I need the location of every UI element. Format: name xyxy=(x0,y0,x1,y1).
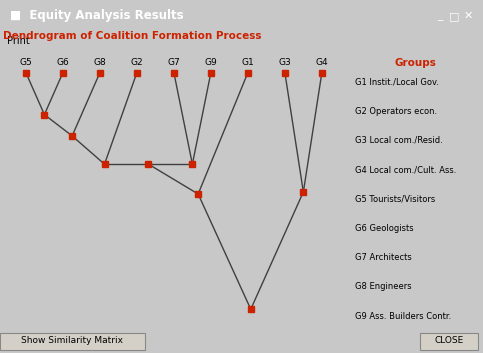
FancyBboxPatch shape xyxy=(0,333,145,349)
FancyBboxPatch shape xyxy=(420,333,478,349)
Text: G9 Ass. Builders Contr.: G9 Ass. Builders Contr. xyxy=(355,312,451,321)
Text: G5 Tourists/Visitors: G5 Tourists/Visitors xyxy=(355,195,435,203)
Text: Show Similarity Matrix: Show Similarity Matrix xyxy=(21,336,124,345)
Text: Groups: Groups xyxy=(395,58,436,68)
Text: ✕: ✕ xyxy=(464,11,473,21)
Text: CLOSE: CLOSE xyxy=(435,336,464,345)
Text: G8: G8 xyxy=(94,58,106,67)
Text: ■  Equity Analysis Results: ■ Equity Analysis Results xyxy=(10,10,183,22)
Text: G3: G3 xyxy=(279,58,291,67)
Text: G2 Operators econ.: G2 Operators econ. xyxy=(355,107,437,115)
Text: G3 Local com./Resid.: G3 Local com./Resid. xyxy=(355,136,442,145)
Text: G4: G4 xyxy=(315,58,328,67)
Text: G7 Architects: G7 Architects xyxy=(355,253,411,262)
Text: G7: G7 xyxy=(168,58,180,67)
Text: □: □ xyxy=(449,11,459,21)
Text: Print: Print xyxy=(7,36,29,46)
Text: Dendrogram of Coalition Formation Process: Dendrogram of Coalition Formation Proces… xyxy=(3,31,262,41)
Text: G2: G2 xyxy=(130,58,143,67)
Text: G4 Local com./Cult. Ass.: G4 Local com./Cult. Ass. xyxy=(355,165,456,174)
Text: _: _ xyxy=(437,11,442,21)
Text: G1: G1 xyxy=(242,58,254,67)
Text: G1 Instit./Local Gov.: G1 Instit./Local Gov. xyxy=(355,77,439,86)
Text: G5: G5 xyxy=(19,58,32,67)
Text: G8 Engineers: G8 Engineers xyxy=(355,282,411,291)
Text: G6 Geologists: G6 Geologists xyxy=(355,224,413,233)
Text: G6: G6 xyxy=(57,58,69,67)
Text: G9: G9 xyxy=(204,58,217,67)
